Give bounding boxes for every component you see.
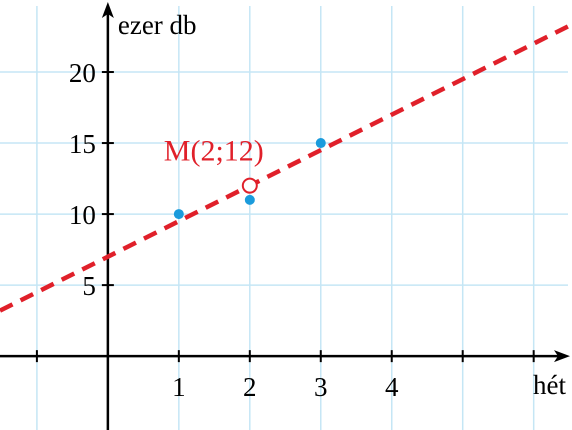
- y-axis-arrow: [101, 2, 114, 18]
- x-axis-label: hét: [533, 370, 566, 400]
- x-tick-label: 2: [243, 372, 257, 402]
- y-tick-label: 10: [69, 200, 96, 230]
- y-tick-label: 5: [82, 271, 96, 301]
- x-tick-label: 4: [385, 372, 399, 402]
- y-axis-label: ezer db: [118, 10, 197, 40]
- fit-line: [0, 22, 572, 313]
- mean-point: [241, 177, 258, 194]
- y-tick-label: 15: [69, 129, 96, 159]
- data-point: [315, 138, 326, 149]
- y-tick-label: 20: [69, 58, 96, 88]
- x-axis-arrow: [554, 350, 570, 363]
- marks: M(2;12): [0, 22, 572, 313]
- data-point: [173, 209, 184, 220]
- x-tick-label: 1: [172, 372, 186, 402]
- mean-point-label: M(2;12): [164, 135, 264, 168]
- data-point: [244, 194, 255, 205]
- x-tick-label: 3: [314, 372, 328, 402]
